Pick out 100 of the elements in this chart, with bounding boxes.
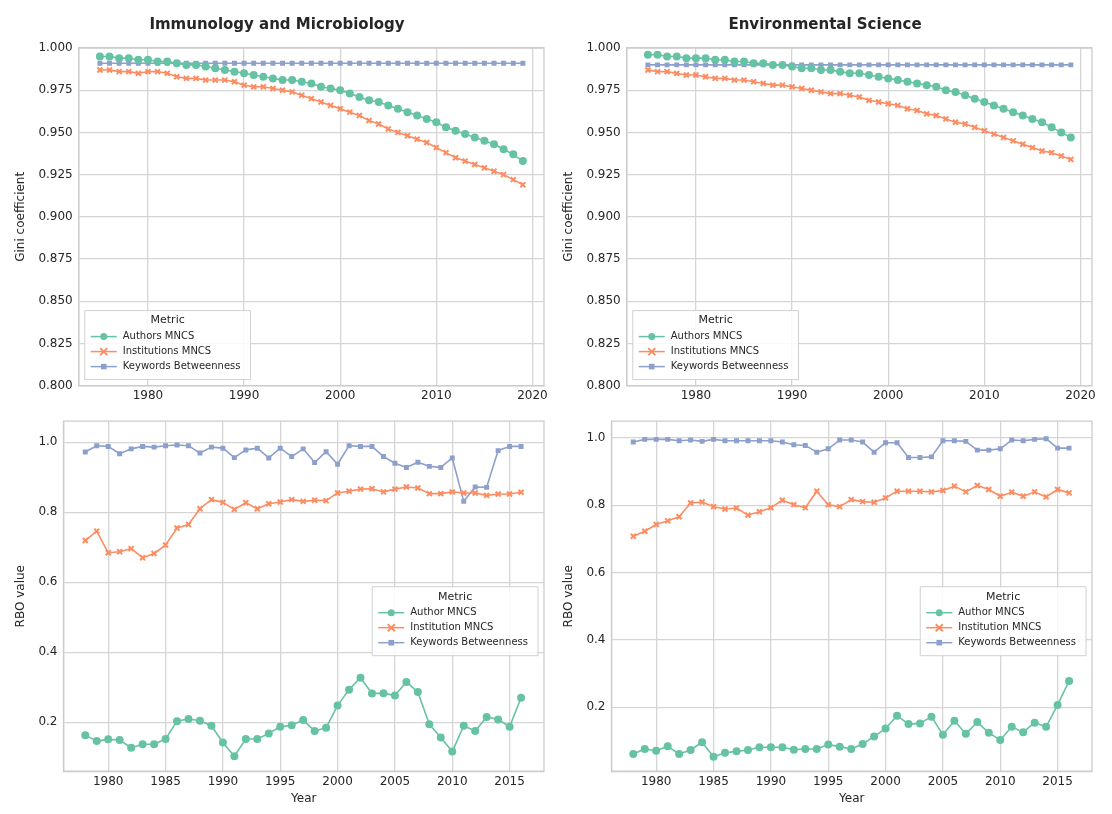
point: [264, 729, 273, 738]
point: [676, 438, 682, 444]
point: [138, 740, 147, 749]
point: [1007, 722, 1016, 731]
point: [151, 444, 157, 450]
point: [801, 744, 810, 753]
point: [1055, 445, 1061, 451]
point: [825, 446, 831, 452]
point: [927, 712, 936, 721]
point: [835, 742, 844, 751]
y-tick-label: 0.2: [586, 699, 606, 714]
point: [385, 60, 391, 66]
point: [951, 438, 957, 444]
point: [883, 440, 889, 446]
point: [481, 60, 487, 66]
x-tick-label: 2010: [969, 387, 1000, 402]
point: [115, 736, 124, 745]
point: [384, 125, 392, 133]
point: [864, 71, 873, 80]
point: [366, 60, 372, 66]
point: [938, 730, 947, 739]
point: [150, 740, 159, 749]
point: [336, 86, 345, 95]
point: [837, 62, 843, 68]
point: [186, 443, 191, 449]
point: [414, 60, 420, 66]
point: [499, 145, 508, 154]
point: [884, 74, 893, 83]
point: [405, 60, 410, 66]
point: [297, 77, 306, 86]
point: [1020, 62, 1026, 68]
point: [663, 742, 672, 751]
point: [665, 436, 671, 442]
y-tick-label: 0.850: [586, 293, 621, 308]
y-tick-label: 0.850: [38, 293, 73, 308]
y-axis-title: Gini coefficient: [13, 171, 28, 262]
point: [347, 60, 353, 66]
point: [436, 733, 445, 742]
point: [97, 60, 103, 66]
point: [518, 443, 524, 449]
point: [904, 62, 910, 68]
point: [95, 52, 104, 61]
x-tick-label: 1980: [640, 773, 672, 788]
point: [259, 72, 268, 81]
point: [453, 60, 459, 66]
point: [875, 98, 883, 106]
chart-title: Environmental Science: [728, 14, 922, 33]
point: [870, 498, 878, 506]
point: [105, 443, 111, 449]
point: [358, 443, 363, 449]
point: [720, 55, 729, 64]
x-tick-label: 1985: [698, 773, 729, 788]
legend-label: Author MNCS: [410, 606, 477, 618]
y-tick-label: 1.000: [586, 40, 621, 55]
point: [824, 740, 833, 749]
x-axis-title: Year: [838, 790, 865, 805]
point: [268, 74, 277, 83]
point: [501, 60, 507, 66]
y-tick-label: 1.0: [38, 434, 58, 449]
point: [688, 437, 694, 443]
point: [505, 722, 514, 731]
point: [433, 60, 439, 66]
point: [807, 64, 816, 73]
point: [393, 104, 402, 113]
point: [367, 689, 376, 698]
point: [674, 62, 680, 68]
point: [326, 84, 335, 93]
point: [510, 60, 516, 66]
point: [913, 79, 922, 88]
point: [940, 438, 946, 444]
point: [461, 157, 469, 165]
point: [322, 723, 331, 732]
point: [288, 76, 297, 85]
point: [766, 743, 775, 752]
point: [745, 438, 751, 444]
x-tick-label: 1985: [150, 773, 181, 788]
point: [312, 460, 318, 465]
point: [1066, 445, 1072, 451]
x-tick-label: 1990: [776, 387, 808, 402]
point: [471, 489, 479, 497]
y-tick-label: 0.825: [586, 335, 621, 350]
y-tick-label: 0.975: [586, 82, 621, 97]
point: [932, 82, 941, 91]
point: [915, 719, 924, 728]
point: [1043, 436, 1049, 442]
point: [241, 735, 250, 743]
point: [395, 60, 401, 66]
point: [645, 62, 651, 68]
point: [494, 715, 503, 724]
y-tick-label: 0.800: [38, 377, 73, 392]
y-tick-label: 0.8: [38, 504, 58, 519]
x-tick-label: 2000: [870, 773, 901, 788]
point: [438, 464, 444, 470]
legend-label: Keywords Betweenness: [122, 360, 241, 372]
point: [280, 60, 286, 66]
point: [837, 437, 843, 443]
x-axis-title: Year: [290, 790, 317, 805]
point: [94, 443, 100, 449]
x-tick-label: 2010: [436, 773, 468, 788]
point: [517, 693, 526, 702]
